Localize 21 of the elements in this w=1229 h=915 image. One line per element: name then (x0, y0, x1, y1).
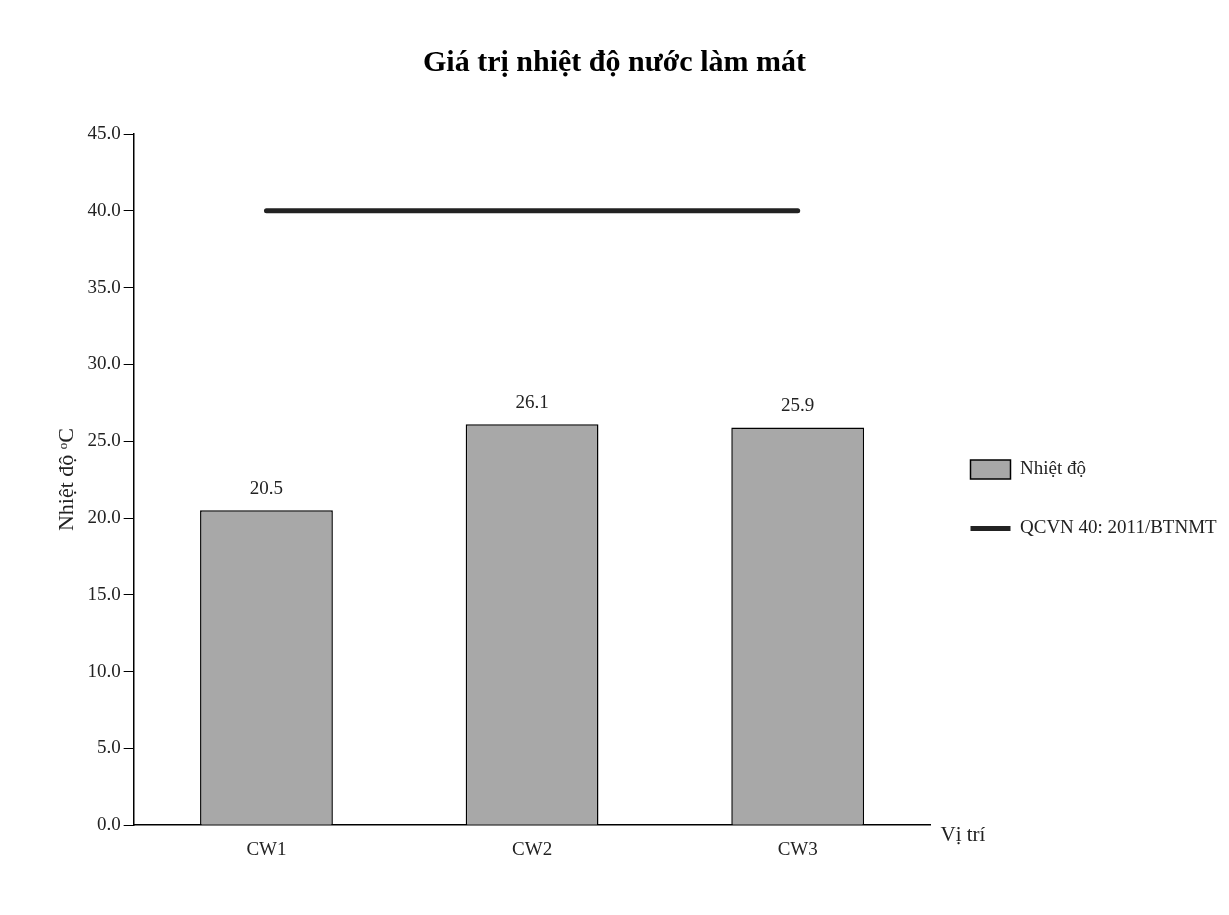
legend-label: Nhiệt độ (1020, 457, 1086, 479)
x-tick-label: CW1 (246, 837, 287, 859)
x-axis-title: Vị trí (940, 821, 986, 846)
chart-title: Giá trị nhiệt độ nước làm mát (422, 44, 807, 79)
y-axis-title: Nhiệt độ ᵒC (52, 428, 78, 532)
x-tick-label: CW3 (777, 837, 818, 859)
y-tick-label: 15.0 (87, 582, 121, 604)
y-tick-label: 20.0 (87, 505, 121, 527)
y-tick-label: 25.0 (87, 429, 121, 451)
y-tick-label: 35.0 (87, 275, 121, 297)
x-tick-label: CW2 (512, 837, 553, 859)
data-label: 20.5 (249, 476, 284, 498)
legend-label: QCVN 40: 2011/BTNMT (1020, 516, 1218, 538)
y-tick-label: 5.0 (96, 736, 121, 758)
y-tick-label: 40.0 (87, 198, 121, 220)
y-tick-label: 10.0 (87, 659, 121, 681)
y-tick-label: 0.0 (96, 813, 121, 835)
data-label: 25.9 (781, 393, 815, 415)
y-tick-label: 45.0 (87, 121, 121, 143)
data-label: 26.1 (515, 390, 549, 412)
y-tick-label: 30.0 (87, 352, 121, 374)
